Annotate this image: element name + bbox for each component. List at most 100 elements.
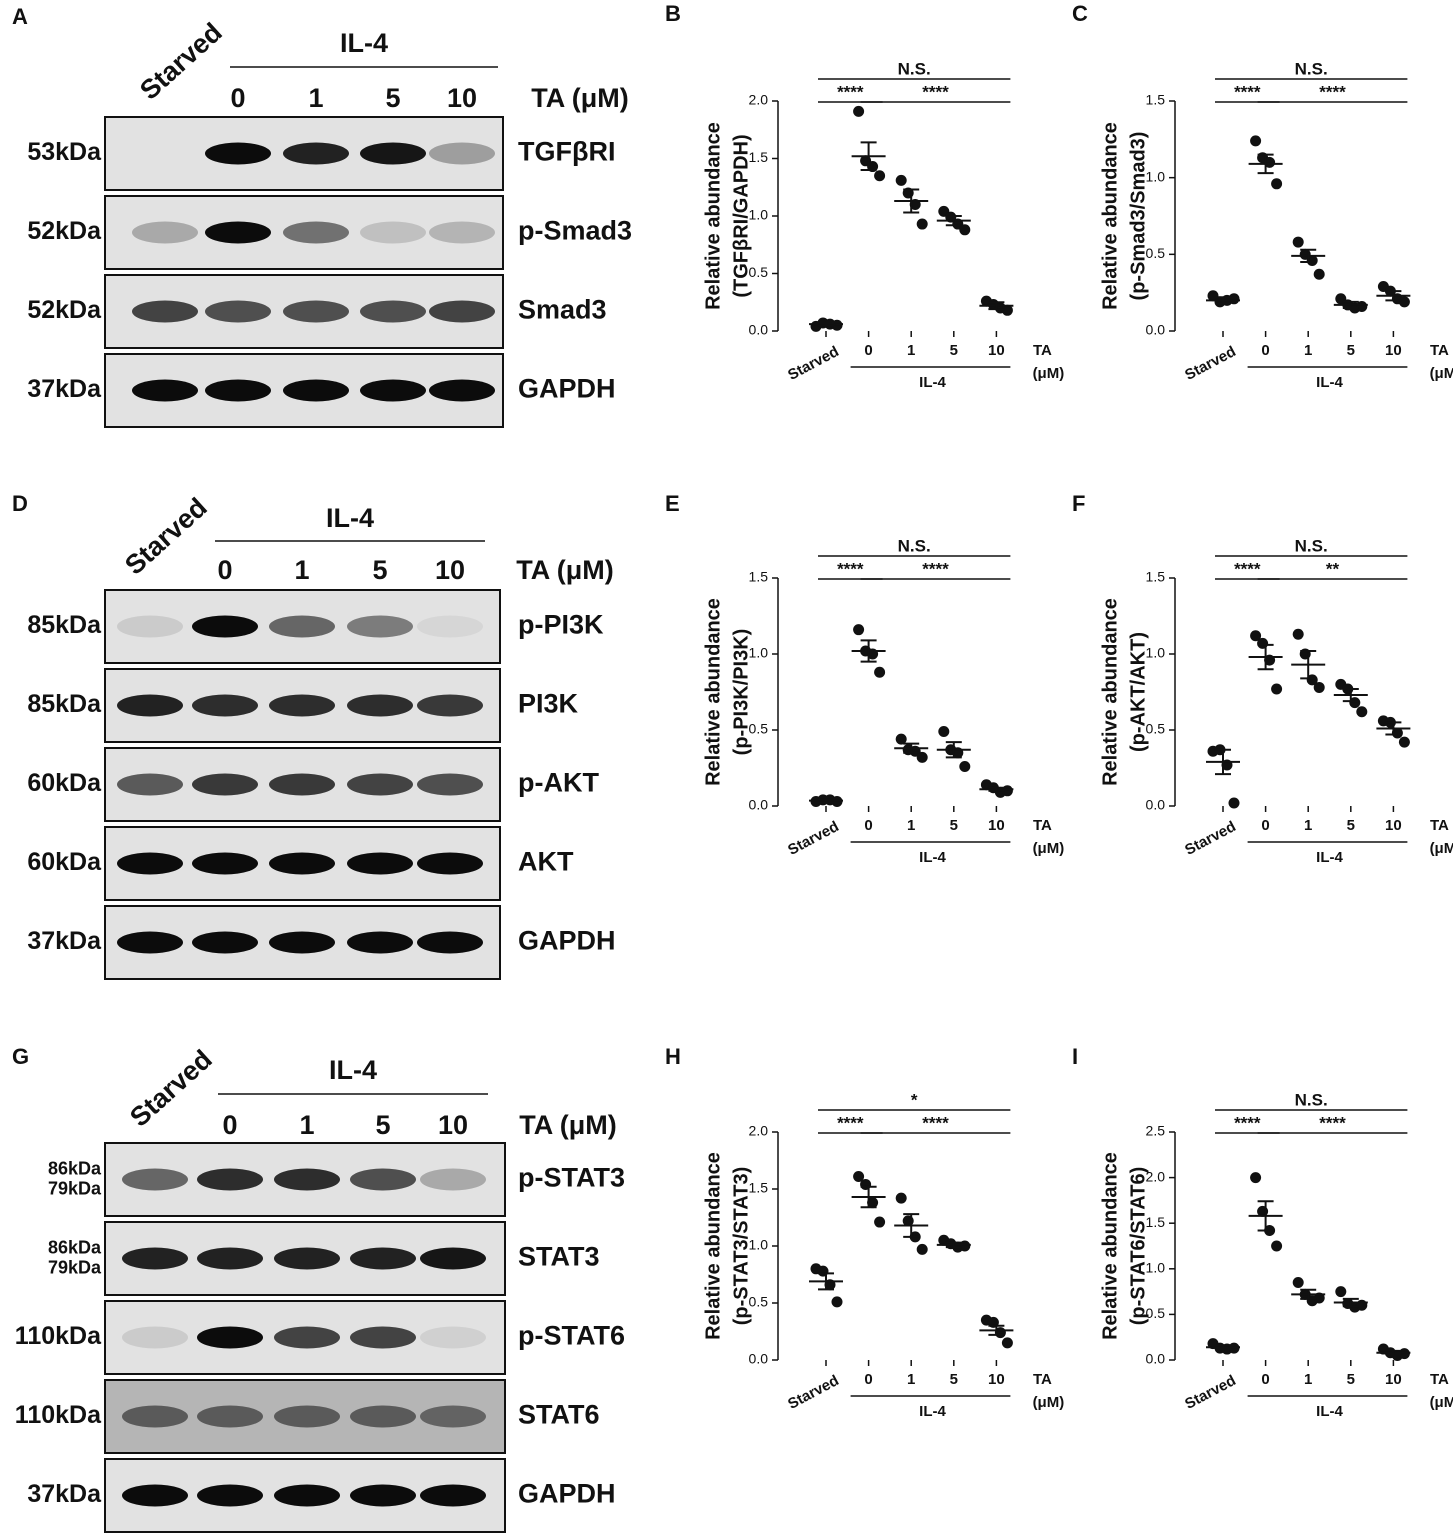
lane-label: 1 — [308, 83, 323, 113]
data-point — [959, 224, 971, 236]
data-point — [874, 170, 886, 182]
error-bar — [1385, 290, 1402, 302]
data-point — [895, 733, 907, 745]
band — [347, 694, 413, 717]
group-label: IL-4 — [1316, 374, 1343, 391]
y-axis-label: Relative abundance — [1099, 1152, 1121, 1340]
data-point — [1398, 296, 1410, 308]
mw-label: 37kDa — [27, 1480, 102, 1508]
band — [350, 1247, 416, 1270]
error-bar — [1342, 1297, 1359, 1308]
x-tick-label: Starved — [785, 818, 842, 859]
band — [283, 221, 349, 244]
x-tick-label: 10 — [1385, 1371, 1402, 1388]
data-point — [1264, 156, 1276, 168]
data-point — [874, 1216, 886, 1228]
lane-label: 10 — [435, 555, 465, 585]
y-tick-label: 1.0 — [1146, 168, 1166, 184]
y-tick-label: 0.0 — [749, 1351, 769, 1367]
significance-label: **** — [1234, 559, 1261, 578]
band — [360, 300, 426, 323]
y-tick-label: 1.5 — [1146, 1214, 1166, 1230]
x-tick-label: 5 — [950, 1371, 958, 1388]
error-bar — [1215, 1344, 1231, 1351]
band — [420, 1484, 486, 1507]
band — [347, 615, 413, 638]
band — [117, 852, 183, 875]
significance-label: **** — [1234, 1113, 1261, 1132]
lane-label: Starved — [124, 1044, 218, 1133]
band — [269, 931, 335, 954]
error-bar — [1342, 300, 1359, 309]
y-tick-label: 2.0 — [749, 1123, 769, 1139]
unit-label: TA — [1430, 342, 1449, 359]
band — [347, 852, 413, 875]
significance-label: N.S. — [1295, 59, 1328, 78]
y-axis-label: (TGFβRI/GAPDH) — [730, 134, 752, 297]
y-tick-label: 0.5 — [1146, 245, 1166, 261]
mw-label: 60kDa — [27, 769, 102, 797]
unit-label: TA — [1033, 817, 1052, 834]
band — [429, 379, 495, 402]
group-label: IL-4 — [919, 374, 946, 391]
band — [274, 1326, 340, 1349]
unit-label: TA — [1033, 1371, 1052, 1388]
data-point — [1250, 135, 1262, 147]
protein-label: STAT6 — [518, 1400, 600, 1430]
x-tick-label: Starved — [785, 1372, 842, 1413]
protein-label: Smad3 — [518, 295, 607, 325]
band — [350, 1405, 416, 1428]
unit-label: TA (μM) — [519, 1110, 616, 1140]
x-tick-label: 0 — [1261, 1371, 1269, 1388]
band — [417, 615, 483, 638]
y-tick-label: 2.5 — [1146, 1123, 1166, 1139]
data-point — [853, 105, 865, 117]
unit-label: (μM) — [1033, 365, 1065, 382]
band — [205, 300, 271, 323]
x-tick-label: 0 — [1261, 342, 1269, 359]
error-bar — [945, 741, 962, 759]
band — [269, 852, 335, 875]
mw-label: 37kDa — [27, 375, 102, 403]
band — [347, 931, 413, 954]
significance-label: **** — [837, 1113, 864, 1132]
error-bar — [1257, 1200, 1274, 1232]
protein-label: GAPDH — [518, 374, 616, 404]
mw-label: 110kDa — [15, 1322, 102, 1350]
band — [117, 615, 183, 638]
band — [192, 615, 258, 638]
band — [274, 1168, 340, 1191]
error-bar — [903, 742, 920, 754]
y-tick-label: 2.0 — [749, 92, 769, 108]
error-bar — [818, 1272, 834, 1291]
panel-letter: F — [1072, 491, 1085, 516]
panel-letter: I — [1072, 1044, 1078, 1069]
x-tick-label: 10 — [1385, 342, 1402, 359]
data-point — [895, 174, 907, 186]
band — [274, 1405, 340, 1428]
x-tick-label: 0 — [864, 817, 872, 834]
lane-label: 0 — [217, 555, 232, 585]
lane-label: 1 — [294, 555, 309, 585]
error-bar — [818, 798, 834, 804]
panel-letter: G — [12, 1044, 29, 1069]
data-point — [916, 218, 928, 230]
data-point — [1391, 727, 1403, 739]
data-point — [959, 1240, 971, 1252]
unit-label: TA (μM) — [531, 83, 628, 113]
data-point — [1335, 1286, 1347, 1298]
error-bar — [1300, 1288, 1317, 1300]
error-bar — [1215, 296, 1231, 305]
data-point — [1313, 268, 1325, 280]
band — [197, 1484, 263, 1507]
data-point — [874, 666, 886, 678]
band — [122, 1326, 188, 1349]
unit-label: (μM) — [1430, 365, 1453, 382]
unit-label: (μM) — [1033, 840, 1065, 857]
lane-label: Starved — [119, 492, 213, 581]
y-tick-label: 1.0 — [749, 1237, 769, 1253]
x-tick-label: 0 — [864, 1371, 872, 1388]
x-tick-label: 5 — [1347, 1371, 1355, 1388]
data-point — [831, 1296, 843, 1308]
lane-label: 0 — [222, 1110, 237, 1140]
